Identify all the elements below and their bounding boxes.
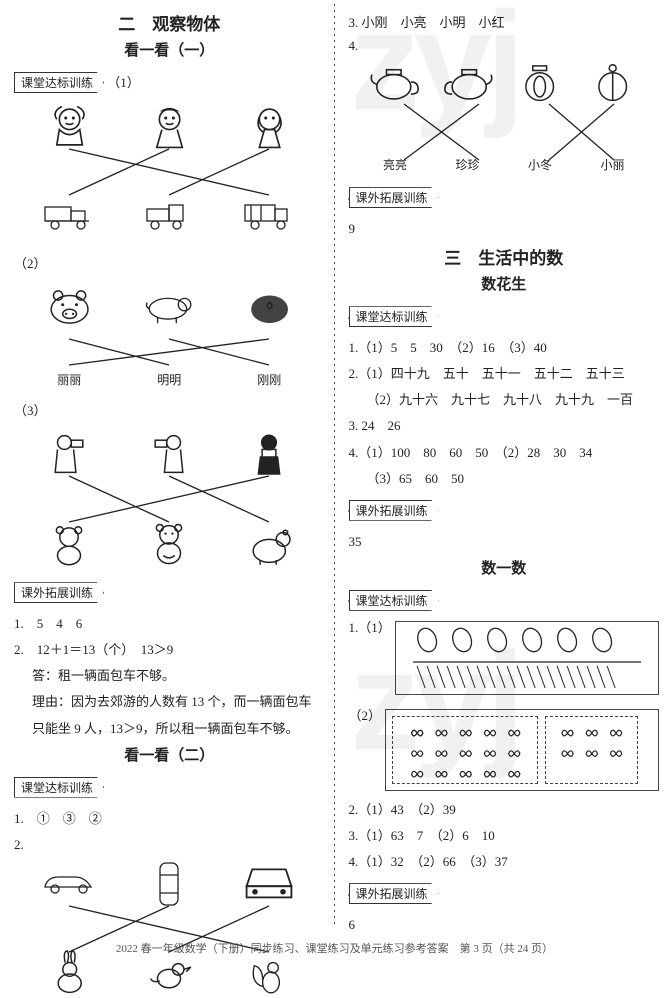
- sy-3: 3.（1）63 7 （2）6 10: [349, 825, 660, 847]
- sy-4: 4.（1）32 （2）66 （3）37: [349, 851, 660, 873]
- car-front-icon: [239, 860, 299, 908]
- tp-name-2: 珍珍: [455, 156, 479, 173]
- bird-icon: [139, 950, 199, 998]
- bear-front-icon: [139, 520, 199, 568]
- pig-name-1: 丽丽: [57, 371, 81, 388]
- truck-2-icon: [139, 193, 199, 241]
- hs-1: 1.（1）5 5 30 （2）16 （3）40: [349, 337, 660, 359]
- tag-class-r2: 课堂达标训练: [349, 590, 439, 611]
- match-diagram-2: 丽丽 明明 刚刚: [19, 283, 319, 388]
- tp-name-3: 小冬: [528, 156, 552, 173]
- hs-ext: 35: [349, 531, 660, 553]
- child-1-icon: [39, 103, 99, 151]
- teapot-4-icon: [583, 58, 643, 106]
- tag-ext-r1: 课外拓展训练: [349, 187, 439, 208]
- hs-4b: （3）65 60 50: [349, 468, 660, 490]
- hs-4: 4.（1）100 80 60 50 （2）28 30 34: [349, 442, 660, 464]
- count-box-2: 21: [385, 709, 659, 791]
- photographer-3-icon: [239, 430, 299, 478]
- teapot-2-icon: [438, 58, 498, 106]
- truck-3-icon: [239, 193, 299, 241]
- r-ext-9: 9: [349, 218, 660, 240]
- hs-3: 3. 24 26: [349, 415, 660, 437]
- r-top-line: 3. 小刚 小亮 小明 小红: [349, 12, 660, 34]
- hs-2a: 2.（1）四十九 五十 五十一 五十二 五十三: [349, 363, 660, 385]
- page: 二 观察物体 看一看（一） 课堂达标训练 （1） （2）: [0, 0, 669, 930]
- sec-shuyishu: 数一数: [349, 557, 660, 578]
- tag-ext-r2: 课外拓展训练: [349, 500, 439, 521]
- child-3-icon: [239, 103, 299, 151]
- photographer-1-icon: [39, 430, 99, 478]
- child-2-icon: [139, 103, 199, 151]
- sec-shuhuasheng: 数花生: [349, 273, 660, 294]
- truck-1-icon: [39, 193, 99, 241]
- pig-back-icon: [239, 283, 299, 331]
- teapot-1-icon: [365, 58, 425, 106]
- squirrel-icon: [239, 950, 299, 998]
- sy-1-label: 1.（1）: [349, 617, 391, 636]
- count-box-1: 63: [395, 621, 659, 695]
- sy-2: 2.（1）43 （2）39: [349, 799, 660, 821]
- match-3-lines: [19, 474, 319, 524]
- butterfly-group-1: [392, 716, 538, 784]
- ext1-line1: 1. 5 4 6: [14, 613, 325, 635]
- car-side-icon: [39, 860, 99, 908]
- q3-label: （3）: [14, 400, 47, 422]
- teapot-3-icon: [510, 58, 570, 106]
- sy-ext: 6: [349, 914, 660, 936]
- match-2-lines: [19, 327, 319, 377]
- q2-label: （2）: [14, 253, 47, 275]
- s2-line2-label: 2.: [14, 834, 325, 856]
- match-diagram-1: [19, 103, 319, 241]
- car-top-icon: [139, 860, 199, 908]
- tag-classroom-1: 课堂达标训练: [14, 72, 104, 93]
- tag-ext-r3: 课外拓展训练: [349, 883, 439, 904]
- teapot-diagram: 亮亮 珍珍 小冬 小丽: [359, 58, 649, 173]
- left-column: 二 观察物体 看一看（一） 课堂达标训练 （1） （2）: [0, 0, 335, 930]
- bear-back-icon: [39, 520, 99, 568]
- tp-name-4: 小丽: [600, 156, 624, 173]
- sy-2-label: （2）: [349, 705, 382, 724]
- match-1-lines: [19, 147, 319, 197]
- butterfly-group-2: [545, 716, 639, 784]
- chapter-2-title: 二 观察物体: [14, 10, 325, 35]
- ext1-line5: 只能坐 9 人，13＞9，所以租一辆面包车不够。: [14, 718, 325, 740]
- section-2-title: 看一看（二）: [14, 744, 325, 765]
- page-footer: 2022 春一年级数学（下册）同步练习、课堂练习及单元练习参考答案 第 3 页（…: [0, 940, 669, 956]
- teapot-label: 4.: [349, 38, 359, 54]
- match-diagram-3: [19, 430, 319, 568]
- ext1-line2: 2. 12＋1＝13（个） 13＞9: [14, 639, 325, 661]
- ext1-line3: 答：租一辆面包车不够。: [14, 665, 325, 687]
- q1-label: （1）: [107, 72, 140, 94]
- s2-line1: 1. ① ③ ②: [14, 808, 325, 830]
- teapot-lines: [359, 102, 659, 162]
- tp-name-1: 亮亮: [383, 156, 407, 173]
- right-column: 3. 小刚 小亮 小明 小红 4. 亮亮 珍珍 小冬 小丽 课外拓展训: [335, 0, 669, 930]
- ext1-line4: 理由：因为去郊游的人数有 13 个，而一辆面包车: [14, 691, 325, 713]
- corn-sticks-icon: [400, 626, 654, 692]
- match-diagram-4: [19, 860, 319, 998]
- tag-ext-1: 课外拓展训练: [14, 582, 104, 603]
- section-1-title: 看一看（一）: [14, 39, 325, 60]
- tag-class-r1: 课堂达标训练: [349, 306, 439, 327]
- tag-classroom-2: 课堂达标训练: [14, 777, 104, 798]
- hs-2b: （2）九十六 九十七 九十八 九十九 一百: [349, 389, 660, 411]
- photographer-2-icon: [139, 430, 199, 478]
- bear-side-icon: [239, 520, 299, 568]
- pig-side-icon: [139, 283, 199, 331]
- rabbit-icon: [39, 950, 99, 998]
- chapter-3-title: 三 生活中的数: [349, 244, 660, 269]
- pig-name-3: 刚刚: [257, 371, 281, 388]
- pig-front-icon: [39, 283, 99, 331]
- pig-name-2: 明明: [157, 371, 181, 388]
